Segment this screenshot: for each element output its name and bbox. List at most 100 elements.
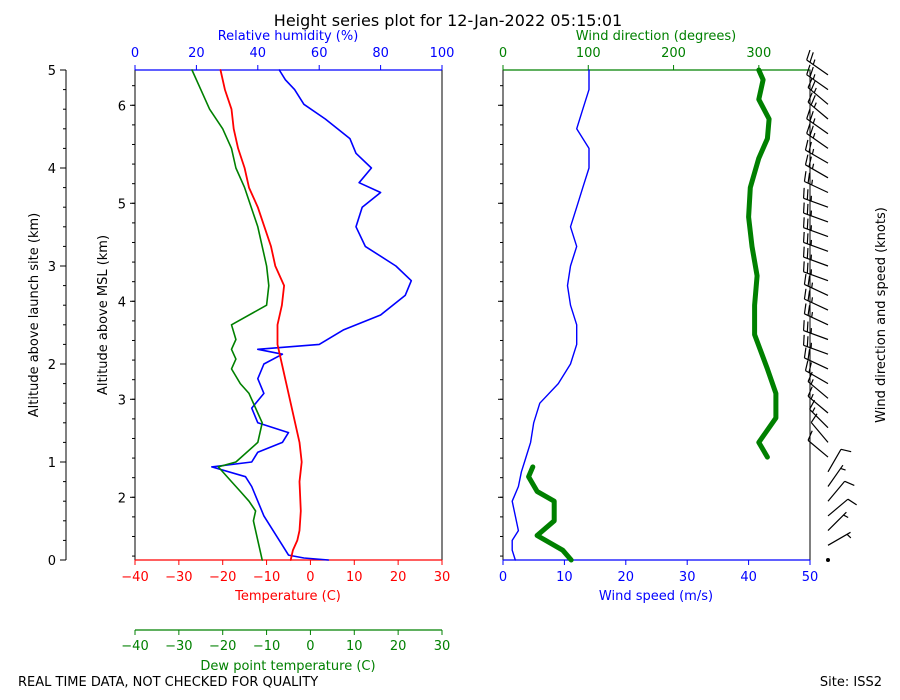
barb-flag <box>807 275 811 287</box>
barb-shaft <box>805 164 829 179</box>
msl-tick-label: 2 <box>118 491 126 506</box>
rh-top-tick-label: 80 <box>372 46 389 61</box>
wind-speed-tick-label: 20 <box>618 570 635 585</box>
barb-flag <box>807 305 811 316</box>
barb-flag <box>802 187 805 199</box>
barb-shaft <box>807 101 829 120</box>
wind-barb <box>802 217 829 238</box>
wind-speed-tick-label: 10 <box>556 570 573 585</box>
barb-flag <box>804 154 809 165</box>
launch-altitude-label: Altitude above launch site (km) <box>27 213 42 417</box>
dewpoint-line <box>191 69 270 561</box>
barb-flag <box>809 66 814 78</box>
barb-flag <box>809 52 814 63</box>
wind-barb <box>803 273 829 296</box>
wind-barb <box>807 92 829 120</box>
barb-flag <box>806 189 809 200</box>
wind-barb <box>802 334 829 355</box>
wind-barb <box>827 498 857 517</box>
wind-barb <box>802 202 829 223</box>
wind-barb <box>806 49 829 76</box>
wind-barb <box>802 231 829 252</box>
msl-tick-label: 6 <box>118 99 126 114</box>
wind-dir-top-tick-label: 300 <box>746 46 771 61</box>
barb-flag <box>806 64 811 75</box>
dewpoint-axis-label: Dew point temperature (C) <box>200 659 375 674</box>
thermo-panel-frame <box>134 69 443 561</box>
barb-shaft <box>810 422 829 443</box>
dewpoint-tick-label: −30 <box>165 639 192 654</box>
barb-half-flag <box>811 163 815 169</box>
wind-barb <box>827 531 852 546</box>
barb-flag <box>807 386 813 397</box>
wind-barb <box>803 347 829 370</box>
msl-tick-label: 4 <box>118 295 126 310</box>
barb-flag <box>807 172 811 184</box>
barb-shaft <box>805 149 829 164</box>
barb-flag <box>803 288 807 300</box>
barb-flag <box>804 360 809 371</box>
barb-shaft <box>827 464 844 487</box>
barb-flag <box>806 108 811 119</box>
barb-shaft <box>804 298 829 311</box>
wind-speed-tick-label: 40 <box>740 570 757 585</box>
dewpoint-tick-label: −40 <box>121 639 148 654</box>
barb-shaft <box>803 241 829 252</box>
barb-half-flag <box>812 118 816 124</box>
launch-alt-tick-label: 0 <box>48 554 56 569</box>
wind-barbs <box>802 49 857 562</box>
dewpoint-tick-label: 10 <box>346 639 363 654</box>
launch-alt-tick-label: 4 <box>48 162 56 177</box>
launch-alt-tick-label: 3 <box>48 260 56 275</box>
calm-dot <box>826 558 830 562</box>
temperature-tick-label: 20 <box>390 570 407 585</box>
barb-flag <box>840 448 852 453</box>
wind-barb <box>804 360 829 385</box>
barb-flag <box>802 217 805 228</box>
rh-top-tick-label: 20 <box>188 46 205 61</box>
barb-flag <box>806 262 809 274</box>
barb-shaft <box>827 531 851 546</box>
wind-barb <box>807 371 829 399</box>
barb-flag <box>802 231 805 243</box>
barb-flag <box>802 320 805 331</box>
barb-shaft <box>804 283 829 296</box>
wind-barb <box>803 171 829 194</box>
wind-direction-line <box>746 67 779 460</box>
barb-shaft <box>803 197 829 208</box>
barb-flag <box>802 202 805 214</box>
wind-barb <box>806 64 829 91</box>
barb-flag <box>807 77 813 88</box>
data-series <box>191 67 779 563</box>
barbs-label: Wind direction and speed (knots) <box>874 207 889 423</box>
barb-shaft <box>807 439 829 458</box>
barb-half-flag <box>810 379 814 385</box>
wind-barb <box>802 261 829 282</box>
barb-shaft <box>827 480 846 502</box>
wind-barb <box>802 246 829 267</box>
wind-dir-top-tick-label: 200 <box>661 46 686 61</box>
rh-top-tick-label: 0 <box>131 46 139 61</box>
wind-barb <box>827 511 849 532</box>
barb-half-flag <box>813 87 817 93</box>
barb-flag <box>804 139 809 151</box>
wind-speed-axis-label: Wind speed (m/s) <box>599 589 713 604</box>
barb-shaft <box>827 498 849 517</box>
barb-half-flag <box>840 467 846 471</box>
dewpoint-tick-label: −20 <box>209 639 236 654</box>
wind-barb <box>803 288 829 311</box>
wind-speed-tick-label: 30 <box>679 570 696 585</box>
barb-shaft <box>807 87 829 105</box>
barb-shaft <box>803 256 829 267</box>
barb-half-flag <box>812 59 816 65</box>
wind-barb <box>804 139 829 164</box>
rh-axis-label: Relative humidity (%) <box>218 29 359 44</box>
temperature-tick-label: 30 <box>434 570 451 585</box>
quality-note: REAL TIME DATA, NOT CHECKED FOR QUALITY <box>18 675 318 690</box>
barb-shaft <box>809 408 829 429</box>
dewpoint-tick-label: 30 <box>434 639 451 654</box>
barb-flag <box>807 92 813 103</box>
barb-flag <box>807 349 811 360</box>
wind-barb <box>810 413 829 443</box>
